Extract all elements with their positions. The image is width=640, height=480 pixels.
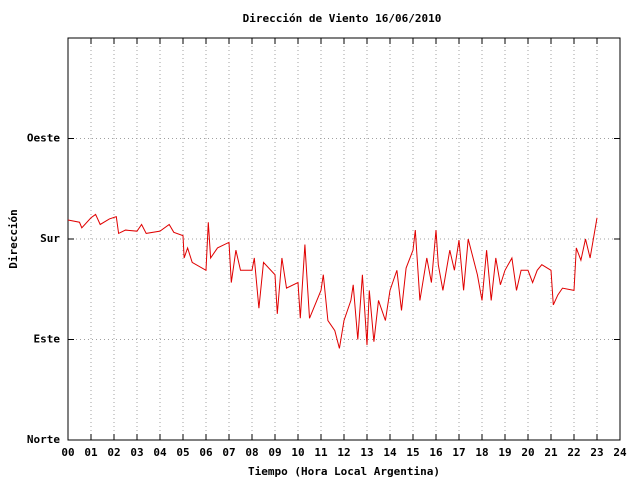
x-axis-label: Tiempo (Hora Local Argentina)	[248, 465, 440, 478]
x-tick-label: 13	[360, 446, 373, 459]
x-tick-label: 01	[84, 446, 98, 459]
x-tick-label: 16	[429, 446, 443, 459]
x-tick-label: 24	[613, 446, 627, 459]
plot-frame	[67, 37, 621, 441]
x-tick-label: 12	[337, 446, 350, 459]
x-tick-label: 23	[590, 446, 603, 459]
x-tick-label: 11	[314, 446, 328, 459]
x-tick-label: 00	[61, 446, 74, 459]
y-axis-label: Dirección	[7, 209, 20, 269]
x-tick-label: 21	[544, 446, 558, 459]
x-tick-label: 22	[567, 446, 580, 459]
x-tick-label: 08	[245, 446, 258, 459]
x-tick-label: 02	[107, 446, 120, 459]
x-tick-label: 20	[521, 446, 534, 459]
x-tick-label: 18	[475, 446, 488, 459]
x-tick-label: 03	[130, 446, 143, 459]
y-tick-label: Oeste	[27, 132, 60, 145]
x-tick-label: 19	[498, 446, 511, 459]
y-tick-label: Este	[34, 333, 61, 346]
x-tick-label: 09	[268, 446, 281, 459]
chart-title: Dirección de Viento 16/06/2010	[243, 12, 442, 25]
data-line	[67, 213, 598, 349]
x-tick-label: 15	[406, 446, 419, 459]
x-tick-label: 06	[199, 446, 213, 459]
y-tick-label: Sur	[40, 232, 60, 245]
y-tick-label: Norte	[27, 433, 60, 446]
x-tick-label: 17	[452, 446, 465, 459]
x-tick-label: 04	[153, 446, 167, 459]
x-tick-label: 05	[176, 446, 189, 459]
x-tick-label: 07	[222, 446, 235, 459]
x-tick-label: 10	[291, 446, 304, 459]
x-tick-label: 14	[383, 446, 397, 459]
